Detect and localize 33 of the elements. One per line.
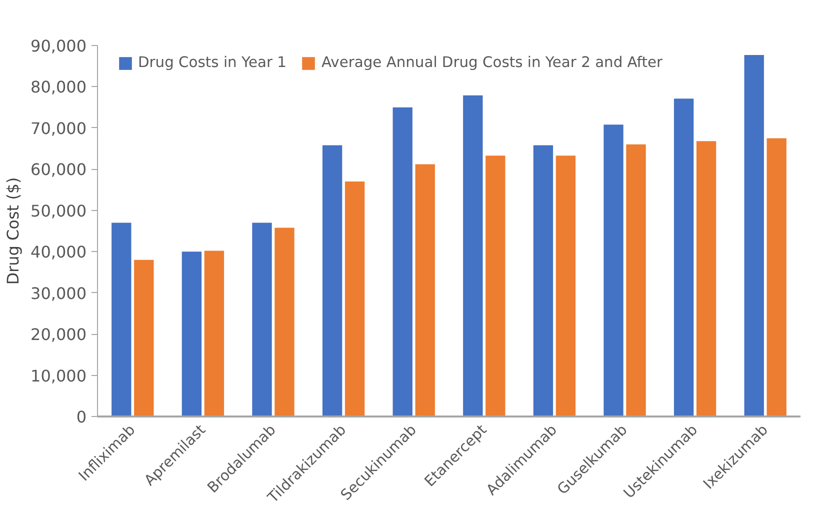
legend-label: Average Annual Drug Costs in Year 2 and After	[321, 54, 662, 71]
y-tick-label: 30,000	[30, 284, 86, 303]
y-tick-label: 0	[76, 408, 87, 426]
y-tick-label: 90,000	[30, 36, 86, 56]
bar	[415, 164, 435, 416]
bar	[344, 182, 365, 416]
bar	[134, 260, 154, 416]
bar	[486, 156, 506, 416]
y-tick-label: 20,000	[30, 325, 86, 344]
y-tick-label: 80,000	[30, 78, 86, 97]
bar	[696, 141, 716, 416]
bar	[766, 138, 786, 416]
y-axis-title: Drug Cost ($)	[4, 177, 23, 285]
bar	[112, 222, 132, 416]
y-tick-label: 70,000	[30, 118, 86, 138]
bar	[322, 145, 342, 416]
legend-label: Drug Costs in Year 1	[138, 54, 286, 71]
bar	[674, 98, 694, 416]
bar	[463, 95, 483, 416]
y-tick-label: 50,000	[30, 201, 86, 220]
bar	[626, 144, 646, 416]
y-tick-label: 10,000	[30, 366, 86, 386]
bar	[204, 250, 224, 416]
y-tick-label: 40,000	[30, 242, 86, 262]
bar	[182, 252, 202, 416]
bar	[604, 124, 624, 416]
bar	[744, 54, 764, 416]
bar	[274, 228, 294, 416]
bar	[392, 107, 412, 416]
bar	[556, 156, 576, 416]
y-tick-label: 60,000	[30, 160, 86, 180]
bar	[252, 222, 272, 416]
bar	[533, 145, 554, 416]
